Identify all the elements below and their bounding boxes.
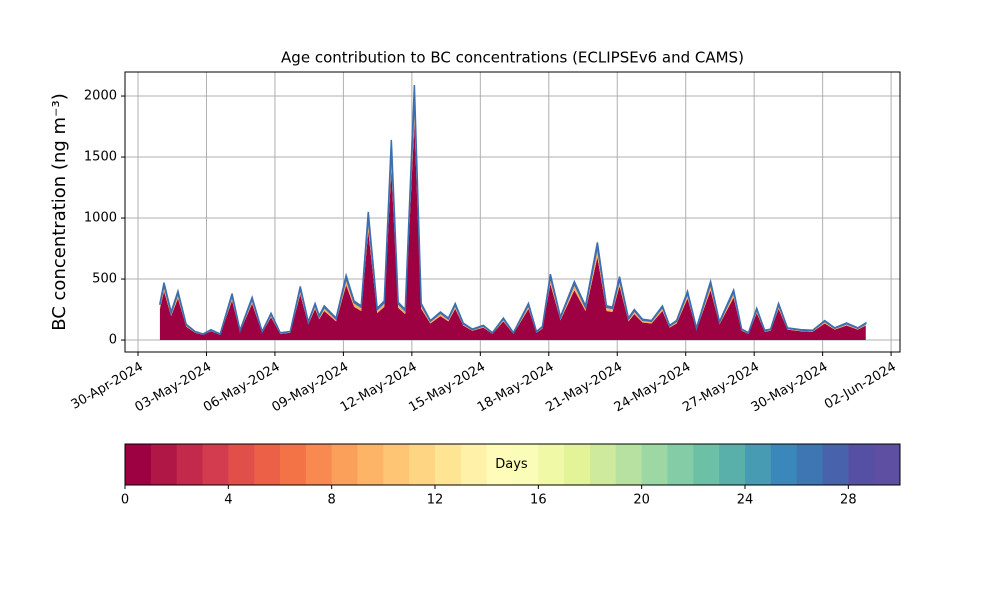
colorbar: Days 0 4 8 12 16 20 24 28 bbox=[121, 443, 901, 508]
colorbar-swatch bbox=[280, 444, 307, 485]
colorbar-swatch bbox=[228, 444, 255, 485]
colorbar-swatch bbox=[590, 444, 617, 485]
colorbar-tick-label: 12 bbox=[427, 493, 444, 508]
colorbar-swatch bbox=[254, 444, 281, 485]
colorbar-swatch bbox=[383, 444, 410, 485]
colorbar-swatch bbox=[486, 444, 513, 485]
colorbar-frame bbox=[124, 443, 901, 486]
colorbar-tick-label: 8 bbox=[328, 493, 336, 508]
colorbar-swatch bbox=[125, 444, 152, 485]
colorbar-swatch bbox=[564, 444, 591, 485]
colorbar-swatch bbox=[874, 444, 901, 485]
chart-title: Age contribution to BC concentrations (E… bbox=[281, 49, 744, 67]
area-layer bbox=[159, 123, 866, 341]
colorbar-swatch bbox=[435, 444, 462, 485]
colorbar-swatch bbox=[848, 444, 875, 485]
colorbar-swatch bbox=[693, 444, 720, 485]
colorbar-swatch bbox=[796, 444, 823, 485]
y-axis-label: BC concentration (ng m⁻³) bbox=[49, 93, 70, 331]
colorbar-swatch bbox=[331, 444, 358, 485]
colorbar-swatch bbox=[202, 444, 229, 485]
y-tick-label: 500 bbox=[92, 272, 117, 287]
colorbar-swatch bbox=[641, 444, 668, 485]
colorbar-tick-label: 0 bbox=[121, 493, 129, 508]
colorbar-swatch bbox=[667, 444, 694, 485]
colorbar-swatch bbox=[305, 444, 333, 485]
colorbar-tick-label: 24 bbox=[737, 493, 754, 508]
y-tick-label: 1000 bbox=[84, 211, 117, 226]
colorbar-swatch bbox=[409, 444, 436, 485]
colorbar-tick-label: 16 bbox=[530, 493, 547, 508]
colorbar-swatch bbox=[822, 444, 849, 485]
y-tick-label: 0 bbox=[109, 333, 117, 348]
y-tick-label: 2000 bbox=[84, 89, 117, 104]
colorbar-swatch bbox=[512, 444, 539, 485]
colorbar-tick-label: 20 bbox=[633, 493, 650, 508]
colorbar-swatch bbox=[357, 444, 384, 485]
plot-frame bbox=[124, 71, 901, 353]
colorbar-swatch bbox=[770, 444, 798, 485]
area-layer bbox=[159, 85, 867, 336]
colorbar-swatch bbox=[150, 444, 178, 485]
y-tick-label: 1500 bbox=[84, 150, 117, 165]
colorbar-tick-label: 4 bbox=[224, 493, 232, 508]
colorbar-label: Days bbox=[495, 457, 528, 472]
colorbar-swatch bbox=[538, 444, 565, 485]
colorbar-swatch bbox=[719, 444, 746, 485]
colorbar-swatch bbox=[745, 444, 772, 485]
colorbar-swatch bbox=[615, 444, 643, 485]
colorbar-swatch bbox=[460, 444, 488, 485]
colorbar-swatch bbox=[176, 444, 203, 485]
colorbar-tick-label: 28 bbox=[840, 493, 857, 508]
